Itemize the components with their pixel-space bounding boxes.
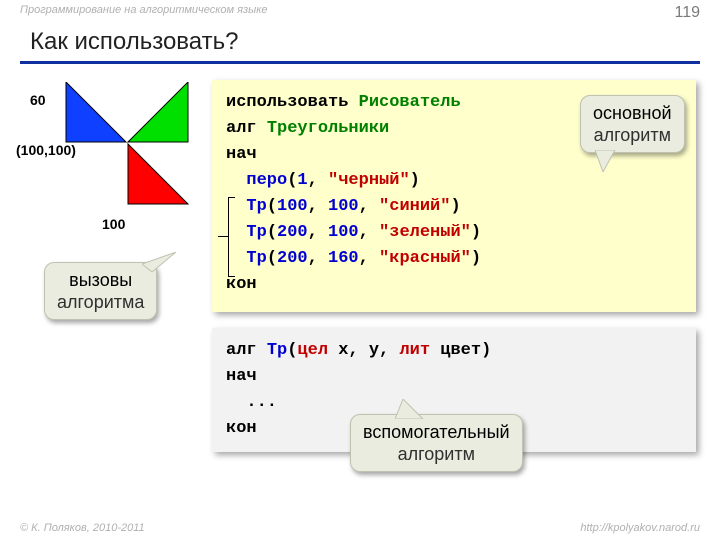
- diagram-label-origin: (100,100): [16, 142, 76, 158]
- callout-text: алгоритма: [57, 291, 144, 313]
- footer-url: http://kpolyakov.narod.ru: [580, 522, 700, 534]
- code-line: нач: [226, 364, 682, 390]
- calls-bracket: [228, 197, 235, 277]
- diagram-label-60: 60: [30, 92, 46, 108]
- triangle-blue: [66, 82, 126, 142]
- code-line: алг Тр(цел x, y, лит цвет): [226, 338, 682, 364]
- callout-calls-tail: [142, 252, 176, 272]
- page-title: Как использовать?: [30, 28, 238, 56]
- triangle-green: [128, 82, 188, 142]
- callout-text: алгоритм: [593, 124, 672, 146]
- page-number: 119: [674, 4, 700, 22]
- triangle-red: [128, 144, 188, 204]
- callout-main-tail: [595, 150, 625, 172]
- code-line: кон: [226, 272, 682, 298]
- code-line: ...: [226, 390, 682, 416]
- footer-copyright: © К. Поляков, 2010-2011: [20, 522, 145, 534]
- callout-sub-tail: [395, 399, 425, 419]
- title-underline: [20, 61, 700, 64]
- callout-sub-algorithm: вспомогательный алгоритм: [350, 414, 523, 472]
- callout-text: алгоритм: [363, 443, 510, 465]
- callout-main-algorithm: основной алгоритм: [580, 95, 685, 153]
- course-header: Программирование на алгоритмическом язык…: [20, 4, 700, 16]
- callout-text: вспомогательный: [363, 421, 510, 443]
- callout-text: вызовы: [57, 269, 144, 291]
- bracket-leader: [218, 236, 228, 237]
- callout-calls: вызовы алгоритма: [44, 262, 157, 320]
- diagram-label-100: 100: [102, 216, 125, 232]
- code-line: Тр(100, 100, "синий"): [226, 194, 682, 220]
- callout-text: основной: [593, 102, 672, 124]
- code-line: Тр(200, 160, "красный"): [226, 246, 682, 272]
- code-line: Тр(200, 100, "зеленый"): [226, 220, 682, 246]
